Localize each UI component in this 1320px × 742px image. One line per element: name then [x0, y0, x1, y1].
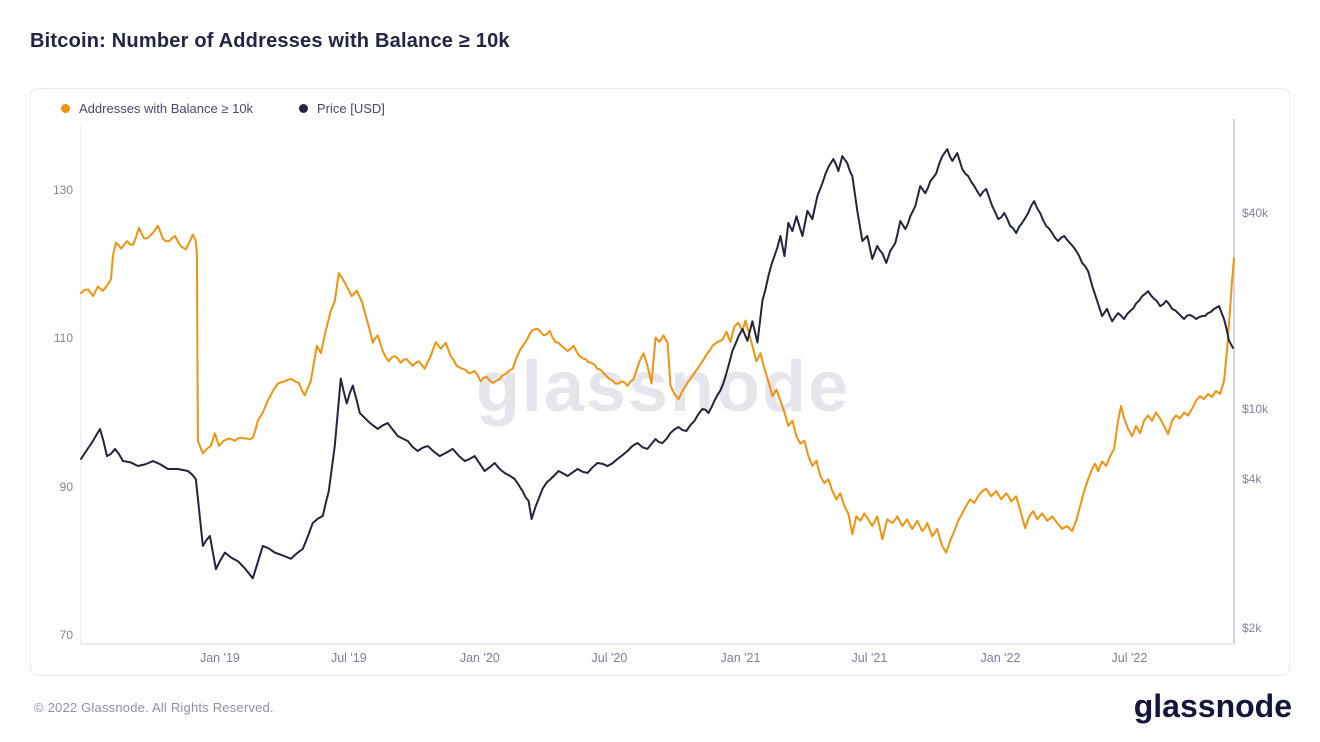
left-axis-tick-label: 70: [59, 628, 73, 642]
x-axis-tick-label: Jul '21: [851, 651, 888, 665]
legend-label-price: Price [USD]: [317, 100, 385, 116]
right-axis-tick-label: $10k: [1242, 402, 1269, 416]
copyright-text: © 2022 Glassnode. All Rights Reserved.: [34, 700, 274, 715]
right-axis-tick-label: $40k: [1242, 206, 1269, 220]
left-axis-tick-label: 90: [59, 479, 73, 494]
x-axis-tick-label: Jan '22: [980, 651, 1021, 665]
legend-dot-addresses-icon: [61, 103, 70, 113]
left-axis-tick-label: 130: [52, 183, 73, 197]
legend-label-addresses: Addresses with Balance ≥ 10k: [79, 100, 254, 116]
series-line-price: [80, 148, 1234, 580]
x-axis-tick-label: Jan '19: [199, 651, 240, 665]
series-line-addresses: [80, 224, 1235, 554]
right-axis-tick-label: $2k: [1242, 621, 1262, 635]
price-addresses-line-chart[interactable]: [31, 89, 1291, 677]
legend-item-price[interactable]: Price [USD]: [299, 97, 385, 119]
chart-card: Addresses with Balance ≥ 10k Price [USD]…: [30, 88, 1290, 676]
glassnode-logo[interactable]: glassnode: [1133, 688, 1292, 724]
legend-item-addresses[interactable]: Addresses with Balance ≥ 10k: [61, 97, 253, 119]
x-axis-tick-label: Jan '20: [459, 651, 500, 665]
x-axis-tick-label: Jan '21: [720, 651, 761, 665]
x-axis-tick-label: Jul '19: [330, 651, 367, 665]
page-title: Bitcoin: Number of Addresses with Balanc…: [30, 30, 510, 52]
chart-legend: Addresses with Balance ≥ 10k Price [USD]: [31, 97, 1289, 119]
glassnode-watermark: glassnode: [475, 347, 851, 427]
legend-dot-price-icon: [299, 103, 308, 113]
x-axis-tick-label: Jul '22: [1111, 651, 1148, 665]
right-axis-tick-label: $4k: [1242, 472, 1262, 486]
left-axis-tick-label: 110: [53, 331, 73, 346]
x-axis-tick-label: Jul '20: [591, 651, 628, 665]
